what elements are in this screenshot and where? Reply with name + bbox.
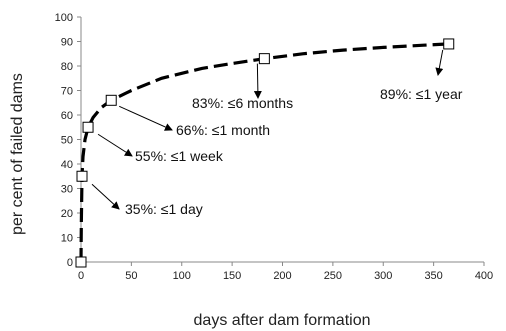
series-curve <box>79 42 449 263</box>
x-axis-title: days after dam formation <box>194 312 371 329</box>
y-tick-label: 10 <box>61 233 73 245</box>
annotation-arrow <box>119 105 173 131</box>
data-points <box>75 38 455 268</box>
y-axis-title: per cent of failed dams <box>9 73 26 235</box>
axes <box>77 16 485 266</box>
annotation-label: 55%: ≤1 week <box>135 148 224 164</box>
annotation-arrow <box>253 63 262 99</box>
data-point <box>76 170 88 182</box>
x-tick-label: 400 <box>475 270 493 282</box>
y-tick-label: 40 <box>61 159 73 171</box>
x-tick-label: 200 <box>273 270 291 282</box>
x-tick-label: 50 <box>125 270 137 282</box>
data-point <box>75 256 87 268</box>
data-point <box>443 38 455 50</box>
annotation-arrow <box>91 183 120 210</box>
annotation-label: 66%: ≤1 month <box>176 122 270 138</box>
annotations: 35%: ≤1 day 55%: ≤1 week 66%: ≤1 month 83%:… <box>91 49 463 217</box>
x-tick-label: 0 <box>78 270 84 282</box>
data-point <box>258 53 270 65</box>
annotation-label: 35%: ≤1 day <box>125 201 203 217</box>
x-tick-label: 300 <box>374 270 392 282</box>
annotation-label: 89%: ≤1 year <box>380 86 463 102</box>
x-tick-label: 350 <box>424 270 442 282</box>
y-tick-label: 0 <box>67 257 73 269</box>
x-tick-label: 150 <box>223 270 241 282</box>
y-tick-label: 100 <box>55 12 73 24</box>
y-tick-label: 70 <box>61 86 73 98</box>
y-tick-label: 80 <box>61 61 73 73</box>
y-tick-label: 90 <box>61 37 73 49</box>
annotation-label: 83%: ≤6 months <box>192 95 293 111</box>
data-point <box>82 121 94 133</box>
y-tick-label: 30 <box>61 184 73 196</box>
tick-labels: 0 10 20 30 40 50 60 70 80 90 100 0 50 100 150 200 250 300… <box>55 12 494 282</box>
annotation-arrow <box>97 133 133 157</box>
data-point <box>105 94 117 106</box>
annotation-arrow <box>435 49 444 76</box>
x-tick-label: 250 <box>324 270 342 282</box>
y-tick-label: 50 <box>61 135 73 147</box>
y-tick-label: 60 <box>61 110 73 122</box>
x-tick-label: 100 <box>173 270 191 282</box>
y-tick-label: 20 <box>61 208 73 220</box>
